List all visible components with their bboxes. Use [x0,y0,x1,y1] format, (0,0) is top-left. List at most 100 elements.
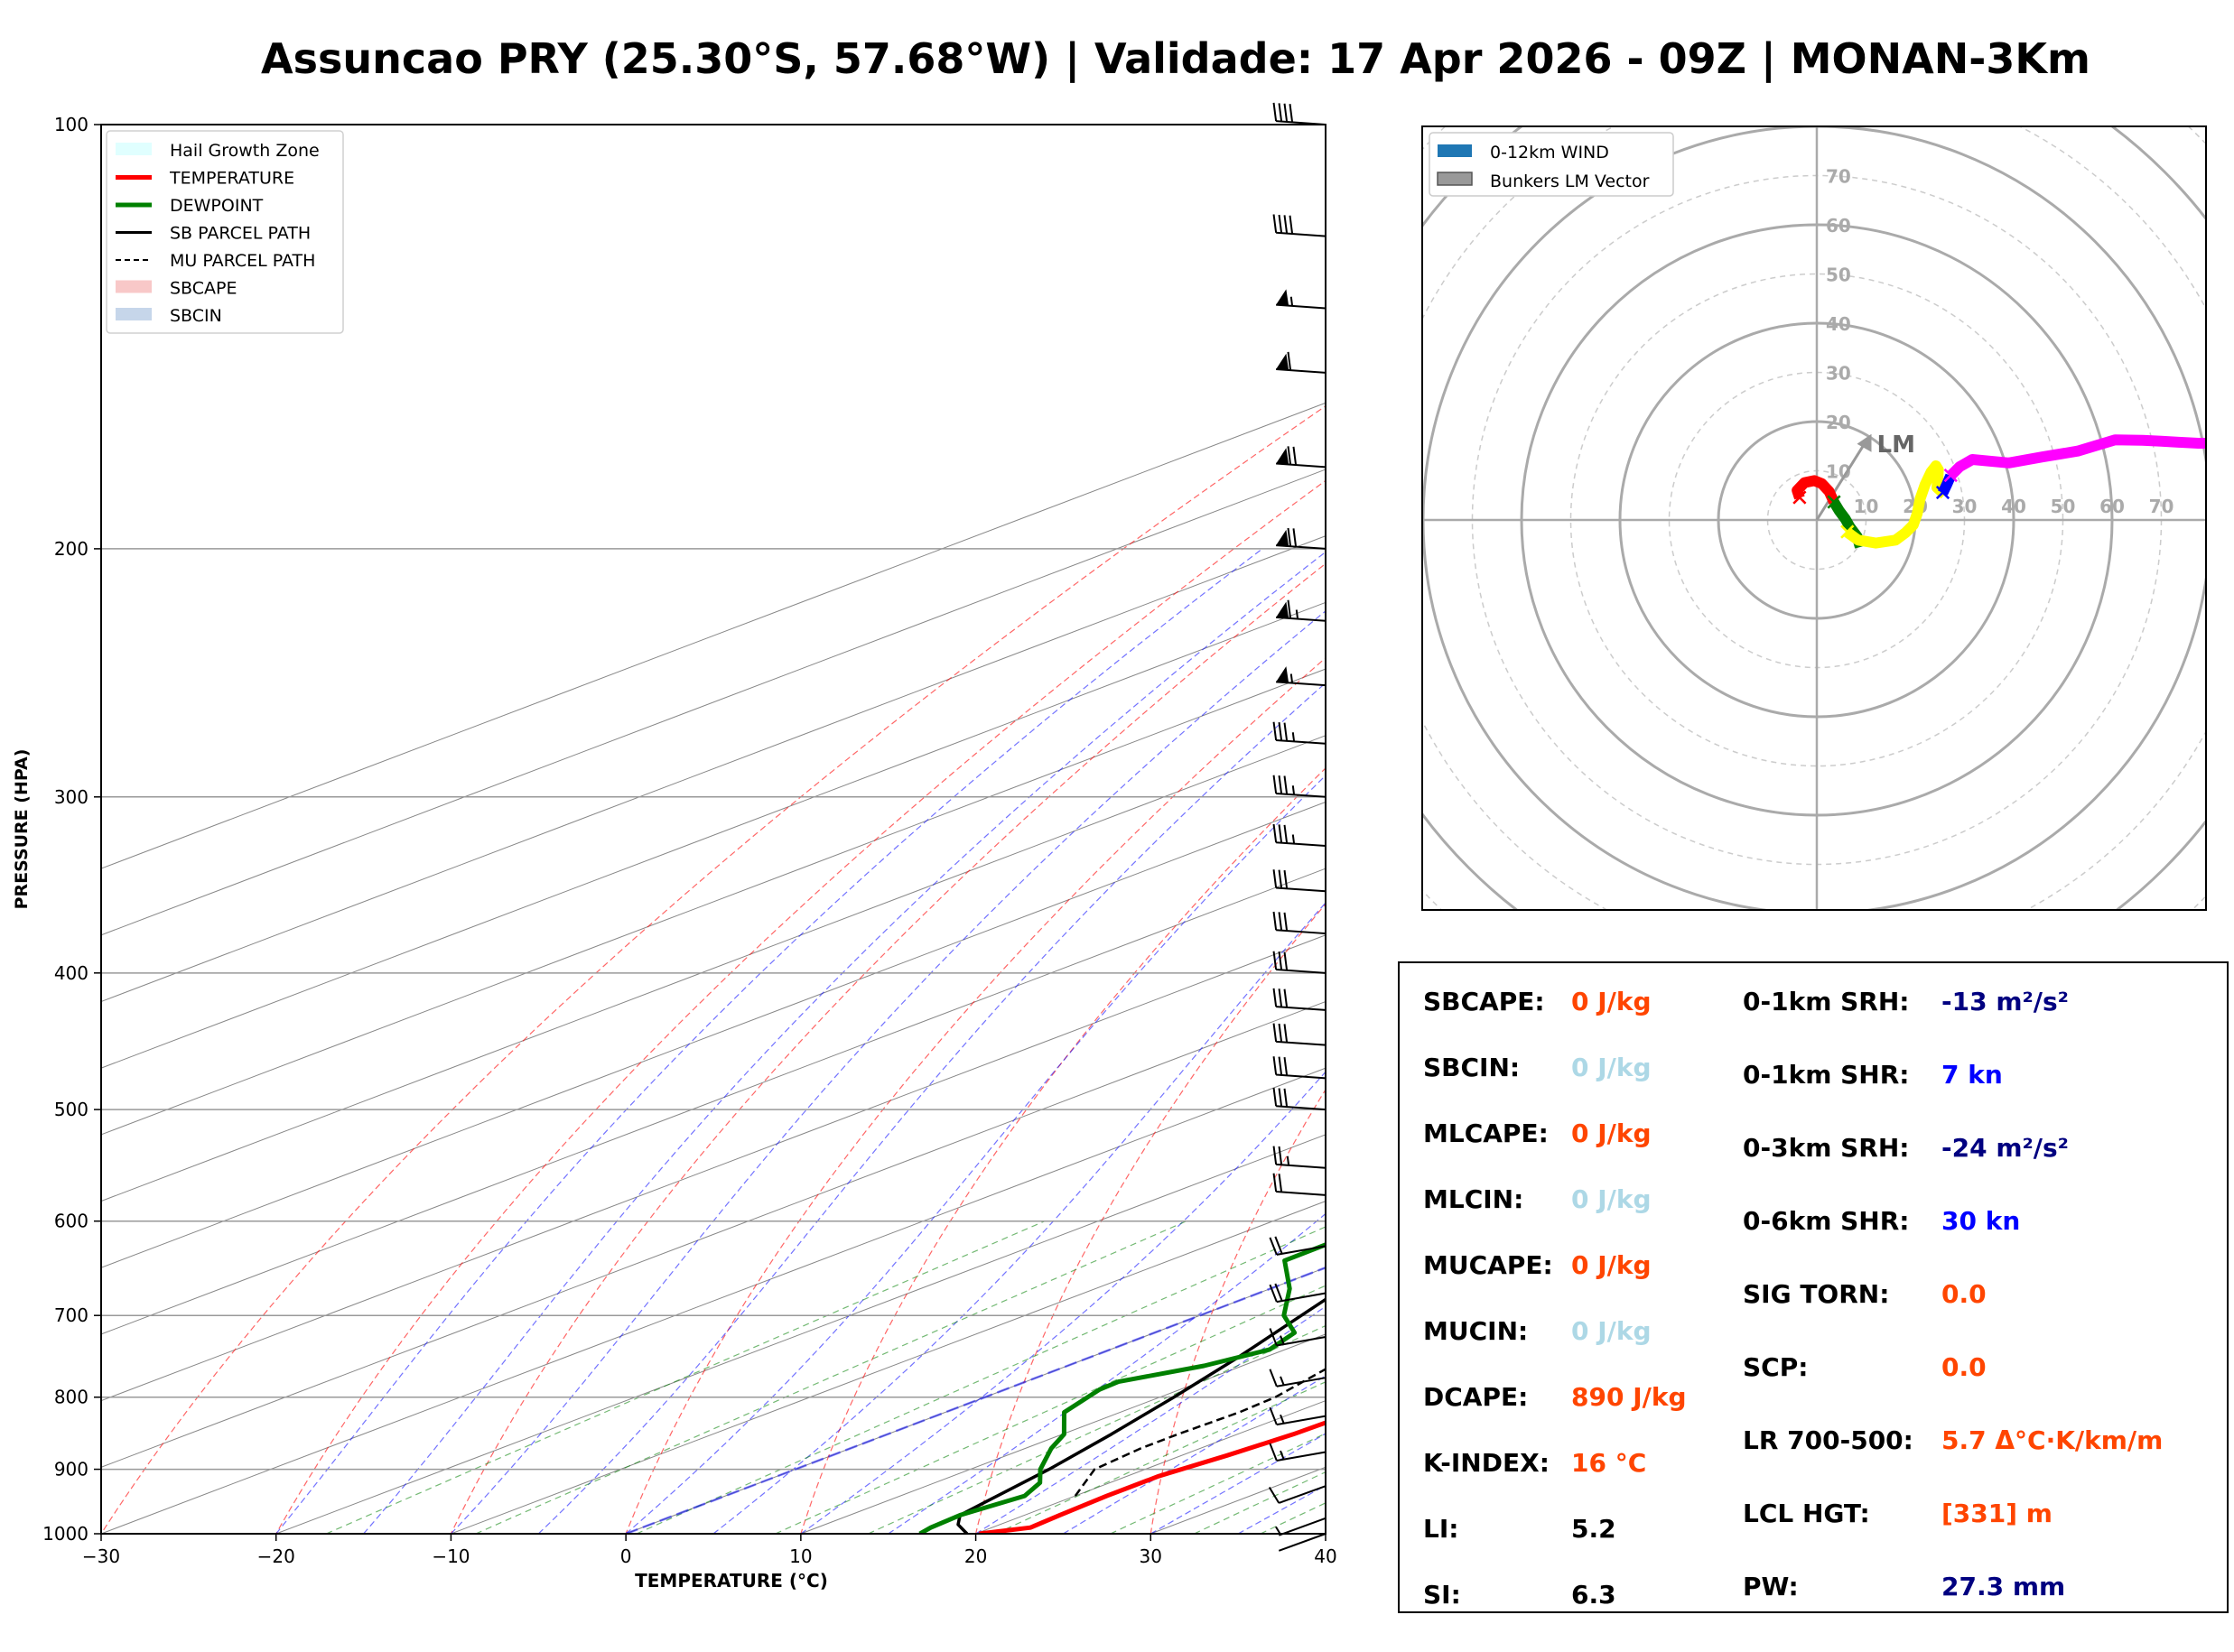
barb-flag [1272,869,1278,888]
y-tick-label: 600 [54,1211,88,1232]
barb-half-flag [1280,1335,1285,1345]
barb-flag [1289,215,1294,235]
barb-flag [1278,988,1283,1007]
wind-barb [1276,289,1326,310]
barb-pennant [1276,289,1289,306]
wind-swatch [1438,144,1472,157]
index-value: 0.0 [1941,1279,1987,1309]
indices-panel: SBCAPE: 0 J/kg SBCIN: 0 J/kg MLCAPE: 0 J/kg ML… [1398,961,2229,1613]
mu-parcel-path-line [1074,1368,1326,1497]
mixing-ratio-line [775,1285,1326,1534]
lm-swatch [1437,172,1473,186]
barb-flag [1292,446,1298,466]
barb-flag [1269,1406,1278,1425]
barb-half-flag [1289,296,1294,306]
barb-flag [1283,1024,1289,1043]
hodo-legend-label: 0-12km WIND [1490,143,1609,162]
barb-flag [1278,1056,1283,1076]
y-tick-label: 800 [54,1387,88,1408]
barb-half-flag [1295,609,1299,619]
bunkers-lm-label: LM [1877,432,1915,459]
barb-flag [1283,775,1289,794]
hodo-ring-label-y: 30 [1826,363,1851,385]
barb-staff [1276,368,1326,374]
dry-adiabat [275,479,1326,1534]
barb-staff [1276,1040,1326,1046]
index-label: MUCIN: [1423,1316,1529,1346]
index-label: LI: [1423,1514,1459,1544]
barb-flag [1274,1236,1283,1255]
barb-flag [1283,1088,1289,1108]
barb-staff [1276,1292,1326,1304]
index-label: 0-1km SRH: [1743,987,1910,1016]
skew-t-frame [100,124,1326,1535]
index-value: 5.2 [1571,1514,1616,1544]
mixing-ratio-line [326,1220,1046,1534]
index-value: 0.0 [1941,1352,1987,1382]
dry-adiabat [800,767,1326,1534]
x-tick-label: 0 [620,1545,632,1567]
index-label: LCL HGT: [1743,1499,1870,1528]
hodograph-legend: 0-12km WIND Bunkers LM Vector [1429,132,1674,197]
barb-flag [1272,1173,1278,1193]
mixing-ratio-line [1110,1433,1326,1534]
wind-barb [1272,1023,1326,1046]
moist-adiabat [363,551,1326,1534]
barb-staff [1276,738,1326,745]
barb-flag [1283,215,1289,234]
barb-flag [1269,1443,1278,1462]
barb-flag [1278,722,1283,741]
barb-flag [1272,911,1278,931]
barb-staff [1276,968,1326,974]
bunkers-lm-arrowhead [1857,433,1872,452]
barb-half-flag [1280,1450,1285,1460]
wind-barb [1272,1056,1326,1080]
isotherm-line [101,868,1326,1335]
hodo-ring-label-y: 70 [1826,166,1851,188]
barb-flag [1272,988,1278,1007]
wind-barb [1272,869,1326,893]
barb-pennant [1276,601,1289,618]
dry-adiabat [101,405,1326,1534]
barb-staff [1276,1245,1326,1256]
barb-flag [1272,721,1278,741]
barb-half-flag [1275,1526,1282,1536]
wind-barb [1272,911,1326,935]
y-tick-label: 700 [54,1304,88,1326]
isotherm-line [101,1000,1326,1468]
barb-flag [1287,351,1292,371]
y-tick-label: 200 [54,538,88,560]
barb-flag [1268,1487,1280,1504]
index-label: LR 700-500: [1743,1425,1913,1455]
index-value: -24 m²/s² [1941,1133,2069,1163]
isotherm-line [101,601,1326,1069]
moist-adiabat [975,1305,1326,1534]
wind-barb [1276,446,1326,469]
barb-flag [1283,1056,1289,1076]
wind-barb [1276,527,1326,550]
barb-half-flag [1291,732,1296,742]
barb-flag [1283,103,1289,123]
wind-barb [1272,775,1326,798]
x-axis-label: TEMPERATURE (°C) [635,1570,828,1592]
barb-staff [1276,792,1326,798]
barb-flag [1283,824,1289,844]
hodograph-frame [1421,125,2207,911]
x-tick-label: 40 [1314,1545,1336,1567]
isotherm-line [450,1201,1326,1534]
index-label: SI: [1423,1580,1461,1610]
index-value: 0 J/kg [1571,1184,1652,1214]
barb-half-flag [1291,785,1296,795]
barb-half-flag [1280,1376,1285,1386]
barb-staff [1276,681,1326,687]
barb-staff [1276,1105,1326,1111]
hodo-marker-6-9km: ✕ [1933,480,1953,507]
index-value: 0 J/kg [1571,1250,1652,1280]
hodo-legend-label: Bunkers LM Vector [1490,172,1650,191]
index-value: 7 kn [1941,1060,2003,1090]
legend-label: SB PARCEL PATH [170,224,311,244]
barb-staff [1276,1415,1326,1426]
barb-staff [1278,1517,1326,1536]
chart-title: Assuncao PRY (25.30°S, 57.68°W) | Valida… [261,34,2090,83]
freezing-isotherm [625,1266,1326,1534]
